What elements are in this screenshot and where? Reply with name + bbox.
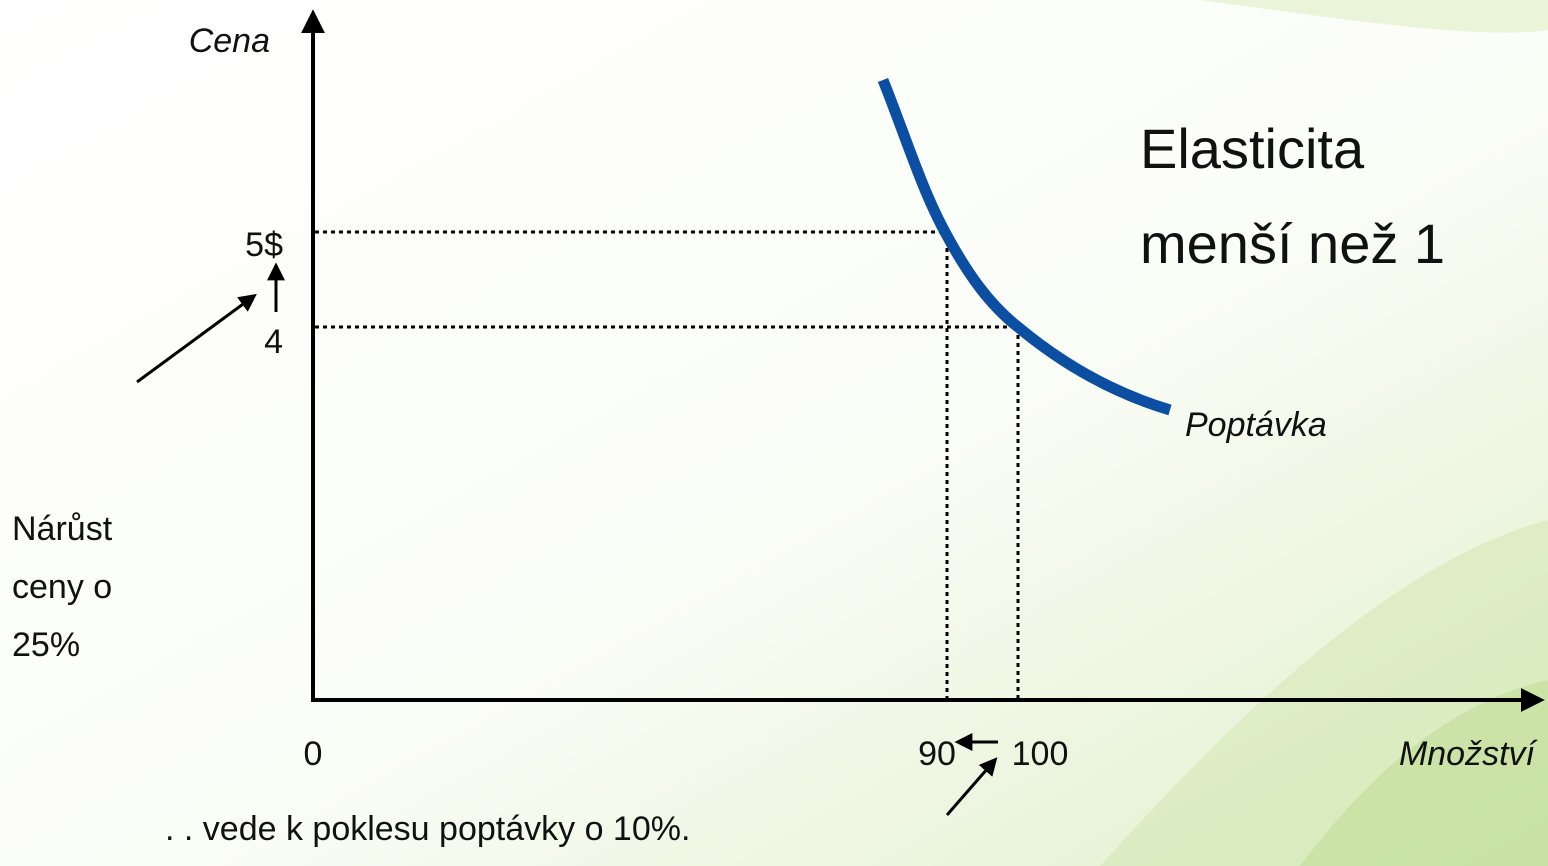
swoosh (1200, 0, 1548, 33)
annotation: ceny o (12, 568, 112, 606)
y-axis-label: Cena (189, 22, 270, 60)
y-tick-label: 5$ (245, 226, 283, 264)
y-tick-label: 4 (264, 323, 283, 361)
x-tick-label: 100 (1012, 735, 1069, 773)
curve-label: Poptávka (1185, 406, 1327, 444)
swoosh (1300, 680, 1548, 866)
origin-label: 0 (304, 735, 323, 773)
demand-curve (877, 77, 1172, 416)
swoosh (1100, 520, 1548, 866)
x-tick-label: 90 (918, 735, 956, 773)
title: Elasticita (1140, 117, 1365, 180)
guides (315, 230, 1020, 700)
arrows (136, 262, 998, 816)
x-axis-label: Množství (1399, 735, 1539, 773)
title: menší než 1 (1140, 212, 1445, 275)
annotation: Nárůst (12, 510, 113, 548)
annotation: . . vede k poklesu poptávky o 10%. (165, 810, 690, 848)
annotation: 25% (12, 626, 80, 664)
